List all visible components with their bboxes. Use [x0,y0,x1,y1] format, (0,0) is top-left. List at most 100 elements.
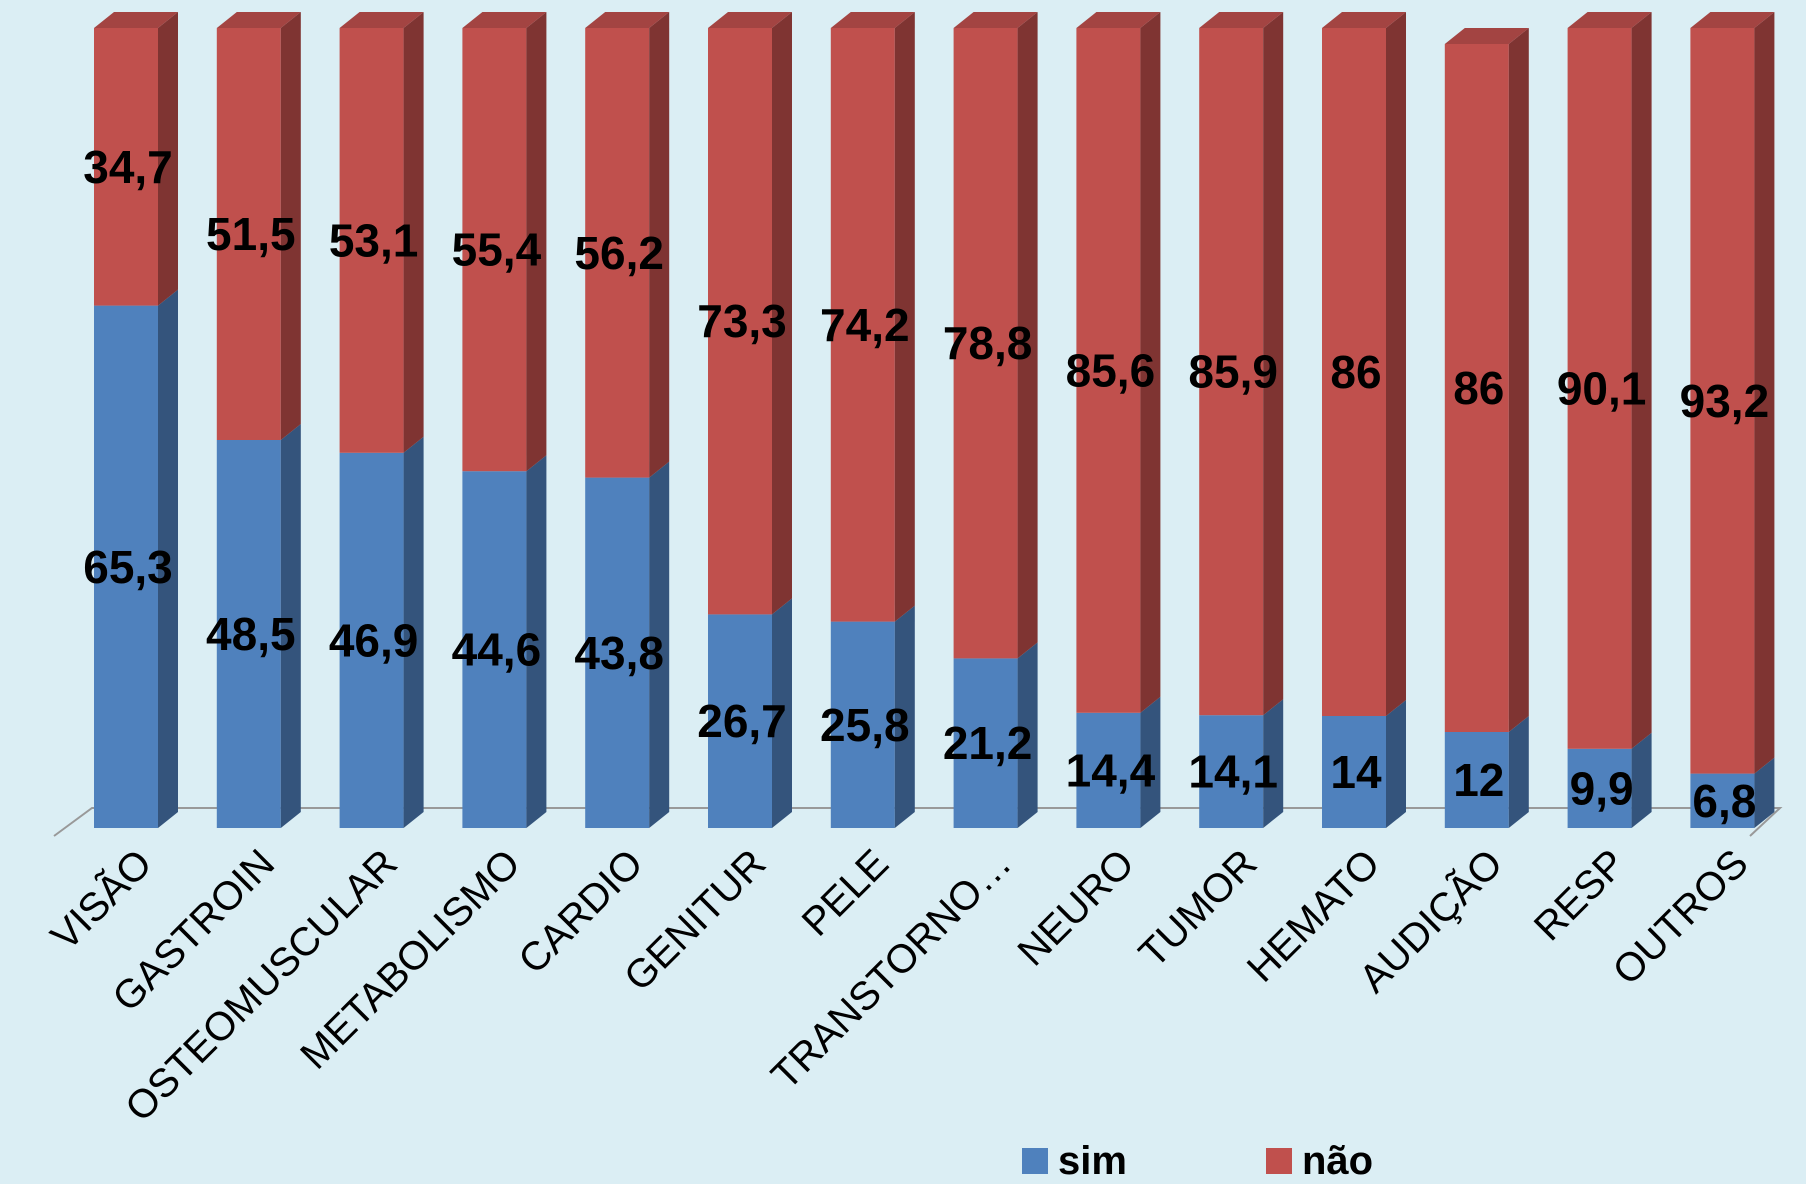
bar-sim-side-4 [649,461,670,828]
bar-sim-side-5 [772,598,792,828]
category-label-13: OUTROS [1605,841,1757,993]
bar-sim-side-1 [280,424,301,828]
value-label-nao-1: 51,5 [206,208,296,260]
value-label-nao-5: 73,3 [697,295,787,347]
bar-nao-side-0 [158,12,178,306]
value-label-sim-3: 44,6 [452,624,542,676]
bar-nao-top-4 [585,12,670,28]
legend: sim não [1022,1139,1373,1183]
bar-sim-6 [830,621,895,828]
value-label-nao-7: 78,8 [943,317,1033,369]
value-label-nao-12: 90,1 [1557,362,1647,414]
bar-nao-top-3 [462,12,547,28]
legend-swatch-nao [1266,1148,1292,1174]
category-label-12: RESP [1526,841,1634,949]
bar-sim-side-3 [526,455,547,828]
bar-nao-side-4 [649,12,670,478]
value-label-nao-13: 93,2 [1680,375,1770,427]
bar-nao-4 [585,28,650,478]
legend-swatch-sim [1022,1148,1048,1174]
bar-sim-4 [585,477,650,828]
bar-nao-side-9 [1263,12,1284,716]
bar-sim-7 [953,658,1018,828]
value-label-nao-6: 74,2 [820,299,910,351]
value-label-sim-12: 9,9 [1570,762,1634,814]
value-label-sim-9: 14,1 [1188,746,1278,798]
category-label-8: NEURO [1010,841,1143,974]
value-label-nao-11: 86 [1453,362,1504,414]
bar-nao-top-12 [1567,12,1652,28]
bar-sim-10 [1322,716,1386,828]
bar-nao-side-11 [1508,28,1529,732]
bar-sim-8 [1076,712,1141,828]
bar-nao-side-1 [280,12,301,440]
legend-label-sim: sim [1058,1139,1127,1179]
bar-nao-0 [94,28,158,306]
value-label-nao-8: 85,6 [1066,344,1156,396]
bar-nao-10 [1322,28,1386,716]
bar-nao-side-8 [1140,12,1161,713]
value-label-sim-7: 21,2 [943,717,1033,769]
value-label-sim-2: 46,9 [329,614,419,666]
bar-sim-side-0 [158,289,178,829]
chart-floor [53,807,1783,837]
bar-nao-top-2 [339,12,424,28]
value-label-sim-8: 14,4 [1066,744,1156,796]
bar-sim-side-13 [1754,757,1775,828]
bar-nao-13 [1690,28,1755,774]
bar-nao-top-11 [1444,28,1529,44]
bar-sim-0 [94,305,158,829]
bar-nao-side-10 [1386,12,1406,716]
legend-label-nao: não [1302,1139,1373,1179]
bar-nao-side-12 [1631,12,1652,749]
value-label-sim-6: 25,8 [820,699,910,751]
bar-nao-top-7 [953,12,1038,28]
bar-sim-side-11 [1508,716,1529,828]
bar-sim-side-9 [1263,699,1284,828]
value-label-sim-1: 48,5 [206,608,296,660]
bar-sim-13 [1690,773,1755,828]
bar-nao-side-13 [1754,12,1775,774]
bar-nao-side-5 [772,12,792,615]
bar-nao-7 [953,28,1018,659]
value-label-nao-2: 53,1 [329,214,419,266]
bar-nao-top-9 [1199,12,1284,28]
bar-nao-12 [1567,28,1632,749]
value-label-sim-0: 65,3 [83,541,173,593]
value-label-nao-10: 86 [1330,346,1381,398]
bar-nao-side-7 [1017,12,1038,659]
value-label-sim-10: 14 [1330,746,1382,798]
value-label-nao-3: 55,4 [452,224,542,276]
bar-sim-11 [1444,732,1509,828]
bar-nao-8 [1076,28,1141,713]
category-label-3: METABOLISMO [292,841,528,1077]
bar-nao-top-6 [830,12,915,28]
bar-nao-2 [339,28,404,453]
bar-nao-top-0 [94,12,178,28]
bar-sim-1 [216,440,281,828]
bar-nao-9 [1199,28,1264,716]
floor-outline [53,807,1783,837]
bar-sim-side-2 [403,436,424,828]
data-labels: 65,3 34,7 48,5 51,5 46,9 53,1 44,6 55,4 43,8 56,2… [83,141,1769,827]
value-label-nao-0: 34,7 [83,141,173,193]
bar-nao-top-5 [708,12,792,28]
bar-sim-side-8 [1140,696,1161,828]
bar-nao-6 [830,28,895,622]
bar-sim-5 [708,614,772,828]
bar-nao-3 [462,28,527,472]
value-label-sim-4: 43,8 [574,627,664,679]
value-label-sim-5: 26,7 [697,695,787,747]
value-label-sim-13: 6,8 [1692,775,1756,827]
bar-nao-side-2 [403,12,424,453]
bar-nao-top-13 [1690,12,1775,28]
value-label-nao-4: 56,2 [574,227,664,279]
category-label-0: VISÃO [42,841,160,959]
bars [94,12,1775,829]
bar-sim-12 [1567,748,1632,828]
bar-nao-5 [708,28,772,615]
bar-sim-9 [1199,715,1264,828]
bar-nao-1 [216,28,281,440]
